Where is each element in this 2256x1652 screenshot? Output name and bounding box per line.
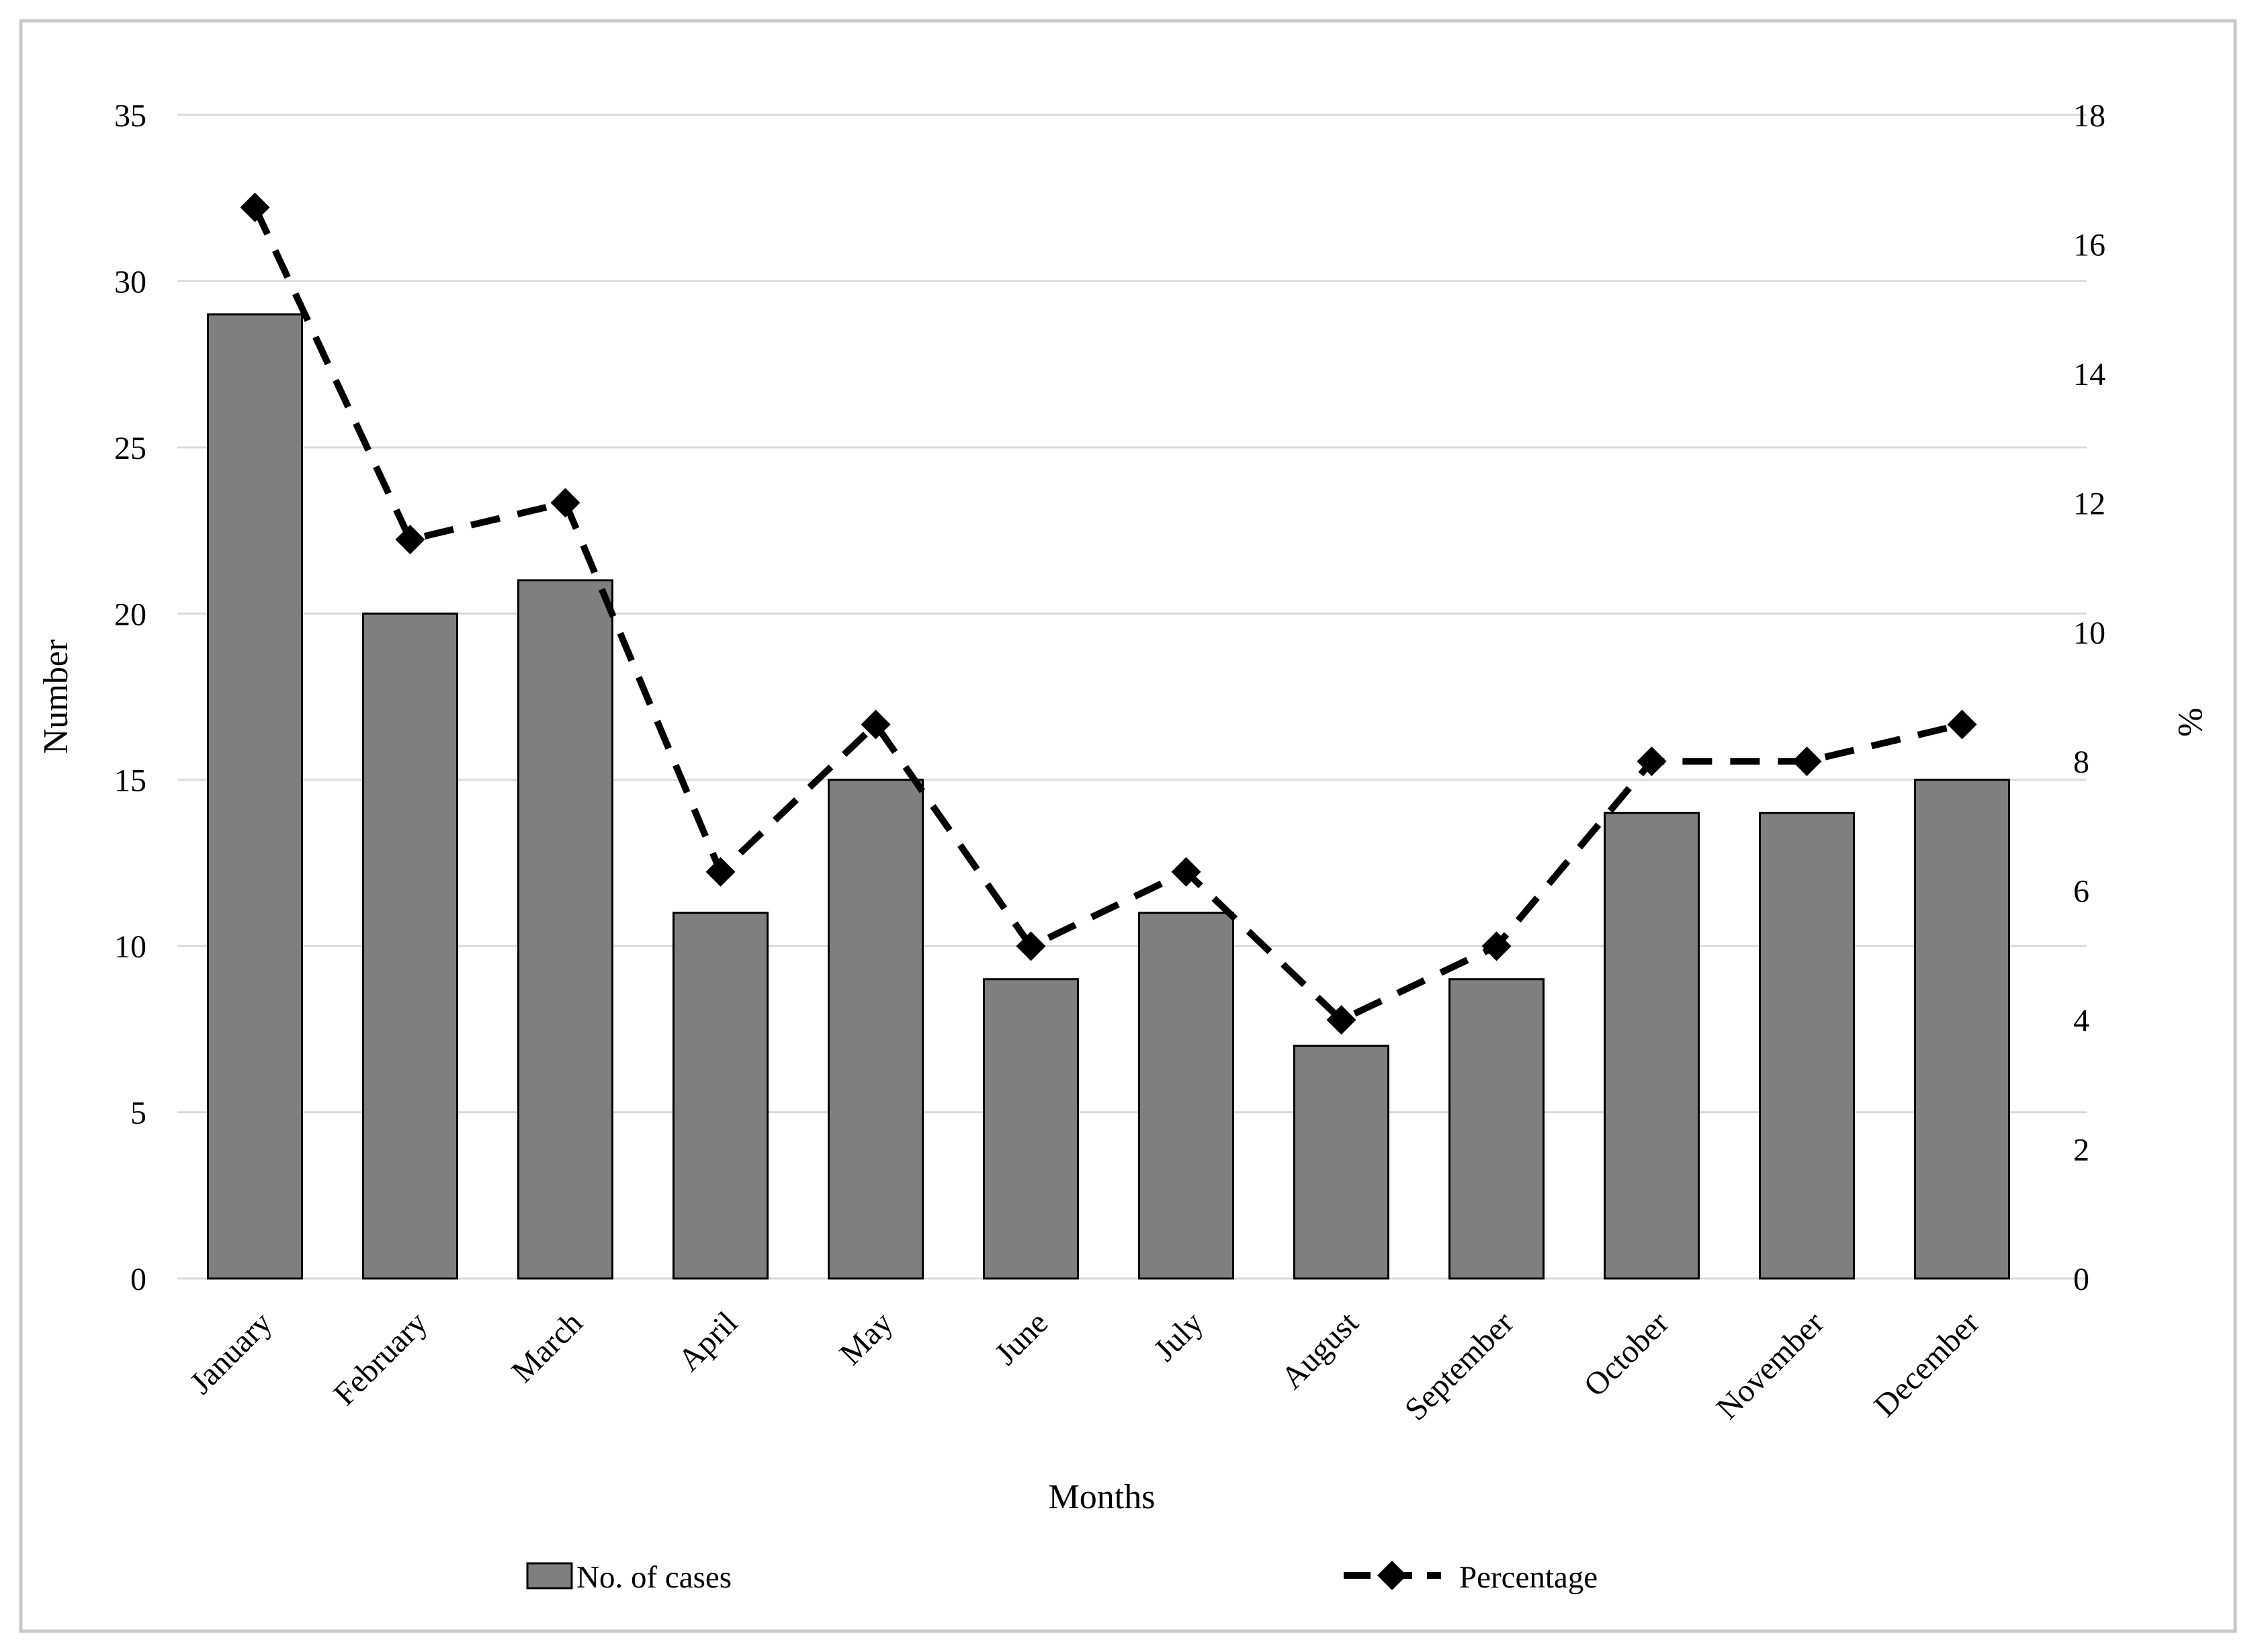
legend-diamond-icon [1377, 1561, 1407, 1590]
right-axis-tick-label: 2 [2073, 1133, 2089, 1168]
right-axis-tick-label: 14 [2073, 357, 2106, 392]
marker-march [550, 488, 580, 518]
marker-january [240, 192, 270, 222]
legend-label-cases: No. of cases [576, 1560, 732, 1595]
bar-december [1914, 779, 2010, 1280]
legend-bar-swatch [526, 1562, 573, 1590]
marker-december [1947, 709, 1977, 740]
marker-october [1637, 746, 1667, 777]
right-axis-tick-label: 16 [2073, 227, 2106, 263]
marker-may [861, 709, 891, 740]
right-axis-tick-label: 0 [2073, 1262, 2089, 1297]
left-axis-tick-label: 5 [130, 1096, 146, 1131]
bar-september [1448, 978, 1545, 1280]
bar-march [517, 579, 613, 1280]
x-axis-title: Months [1049, 1478, 1156, 1516]
bar-june [983, 978, 1079, 1280]
right-axis-title: % [2171, 707, 2209, 736]
marker-august [1326, 1005, 1356, 1035]
bar-february [362, 612, 458, 1280]
bar-october [1604, 812, 1700, 1280]
left-axis-tick-label: 20 [114, 597, 146, 632]
bar-july [1138, 912, 1234, 1280]
right-axis-tick-label: 10 [2073, 615, 2106, 651]
marker-july [1171, 857, 1201, 887]
marker-november [1792, 746, 1822, 777]
marker-april [705, 857, 736, 887]
legend-label-percentage: Percentage [1459, 1560, 1598, 1595]
left-axis-tick-label: 30 [114, 264, 146, 300]
left-axis-tick-label: 10 [114, 929, 146, 965]
marker-september [1481, 931, 1512, 961]
marker-june [1016, 931, 1046, 961]
bar-august [1293, 1045, 1389, 1280]
right-axis-tick-label: 12 [2073, 486, 2106, 521]
left-axis-tick-label: 35 [114, 98, 146, 134]
bar-april [673, 912, 769, 1280]
right-axis-tick-label: 4 [2073, 1003, 2089, 1039]
left-axis-tick-label: 15 [114, 763, 146, 799]
bar-may [828, 779, 924, 1280]
right-axis-tick-label: 6 [2073, 874, 2089, 910]
left-axis-tick-label: 0 [130, 1262, 146, 1297]
percentage-line [251, 206, 1963, 1025]
marker-february [395, 525, 425, 555]
right-axis-tick-label: 18 [2073, 98, 2106, 134]
left-axis-tick-label: 25 [114, 431, 146, 466]
bar-november [1759, 812, 1855, 1280]
bar-january [207, 313, 303, 1280]
left-axis-title: Number [37, 640, 75, 754]
right-axis-tick-label: 8 [2073, 744, 2089, 780]
